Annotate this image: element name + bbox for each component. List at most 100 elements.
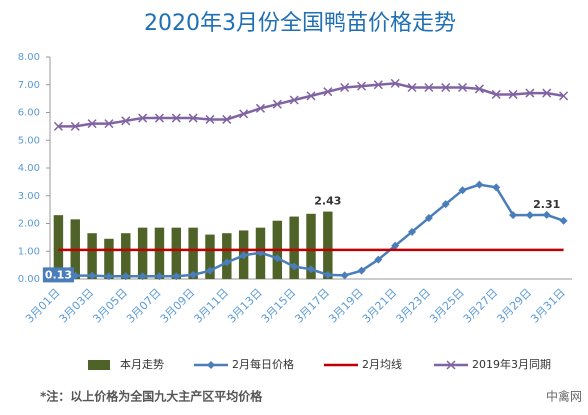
- x-tick-label: 3月01日: [23, 286, 63, 326]
- marker: [374, 255, 383, 264]
- marker: [272, 99, 282, 109]
- marker: [509, 211, 518, 220]
- y-tick-label: 6.00: [18, 108, 40, 119]
- marker: [441, 200, 450, 209]
- marker: [222, 258, 231, 267]
- legend-swatch: [88, 360, 110, 370]
- bar: [323, 211, 333, 279]
- marker: [441, 82, 451, 93]
- y-tick-label: 3.00: [18, 191, 40, 202]
- y-tick-label: 1.00: [18, 246, 40, 257]
- marker: [239, 109, 249, 119]
- x-tick-label: 3月03日: [57, 286, 97, 326]
- marker: [408, 227, 417, 236]
- marker: [138, 113, 148, 123]
- data-label: 2.31: [533, 198, 560, 211]
- marker: [53, 121, 63, 131]
- marker: [356, 81, 367, 91]
- line: [58, 82, 564, 128]
- bar: [104, 238, 114, 279]
- marker: [273, 254, 282, 263]
- data-label: 0.13: [45, 268, 72, 281]
- marker: [323, 270, 332, 279]
- marker: [255, 103, 266, 113]
- x-tick-label: 3月17日: [292, 286, 332, 326]
- legend-label: 2019年3月同期: [472, 357, 551, 371]
- marker: [390, 78, 400, 88]
- marker: [373, 80, 383, 90]
- marker: [424, 213, 433, 222]
- x-tick-label: 3月09日: [158, 286, 198, 326]
- bar: [306, 213, 316, 279]
- x-tick-label: 3月21日: [360, 286, 400, 326]
- x-tick-label: 3月25日: [427, 286, 467, 326]
- note: *注：以上价格为全国九大主产区平均价格: [40, 389, 263, 404]
- marker: [138, 272, 147, 281]
- legend-label: 2月每日价格: [232, 357, 294, 371]
- marker: [239, 251, 248, 260]
- chart-title: 2020年3月份全国鸭苗价格走势: [144, 11, 456, 36]
- x-tick-label: 3月19日: [326, 286, 366, 326]
- marker: [222, 114, 232, 124]
- bar: [137, 227, 148, 279]
- marker: [357, 266, 366, 275]
- marker: [290, 262, 299, 271]
- marker: [104, 272, 113, 281]
- bar: [222, 233, 232, 279]
- marker: [446, 360, 456, 370]
- marker: [458, 82, 468, 93]
- marker: [205, 114, 215, 124]
- watermark: 中禽网: [546, 389, 582, 404]
- bar: [171, 227, 182, 279]
- marker: [391, 241, 400, 250]
- x-tick-label: 3月13日: [225, 286, 265, 326]
- y-tick-label: 8.00: [18, 52, 40, 63]
- marker: [491, 89, 501, 99]
- x-tick-label: 3月15日: [259, 286, 299, 326]
- marker: [155, 272, 164, 281]
- marker: [121, 272, 130, 281]
- marker: [559, 91, 569, 101]
- marker: [525, 88, 535, 98]
- legend-label: 本月走势: [120, 357, 164, 371]
- marker: [559, 216, 568, 225]
- y-tick-label: 7.00: [18, 80, 40, 91]
- bar: [53, 215, 64, 279]
- marker: [492, 183, 501, 192]
- marker: [189, 270, 198, 279]
- x-tick-label: 3月27日: [461, 286, 501, 326]
- x-tick-label: 3月11日: [191, 286, 231, 326]
- marker: [424, 82, 434, 93]
- marker: [508, 89, 518, 99]
- marker: [87, 119, 97, 129]
- marker: [171, 113, 181, 123]
- marker: [323, 87, 333, 97]
- x-tick-label: 3月23日: [394, 286, 434, 326]
- marker: [154, 113, 164, 123]
- marker: [542, 88, 552, 98]
- marker: [104, 119, 114, 129]
- marker: [172, 272, 181, 281]
- marker: [205, 266, 214, 275]
- y-tick-label: 5.00: [18, 135, 40, 146]
- marker: [121, 116, 131, 126]
- x-tick-label: 3月05日: [90, 286, 130, 326]
- marker: [70, 121, 80, 131]
- marker: [407, 82, 417, 93]
- x-tick-label: 3月07日: [124, 286, 164, 326]
- marker: [188, 113, 198, 123]
- marker: [474, 84, 484, 94]
- data-label-box: [42, 267, 74, 283]
- marker: [88, 271, 97, 280]
- marker: [458, 186, 467, 195]
- bar: [154, 227, 165, 279]
- x-tick-label: 3月31日: [528, 286, 568, 326]
- marker: [525, 211, 534, 220]
- data-label: 2.43: [314, 195, 341, 208]
- marker: [475, 180, 484, 189]
- bar: [289, 216, 299, 279]
- bar: [188, 227, 198, 279]
- marker: [306, 91, 316, 101]
